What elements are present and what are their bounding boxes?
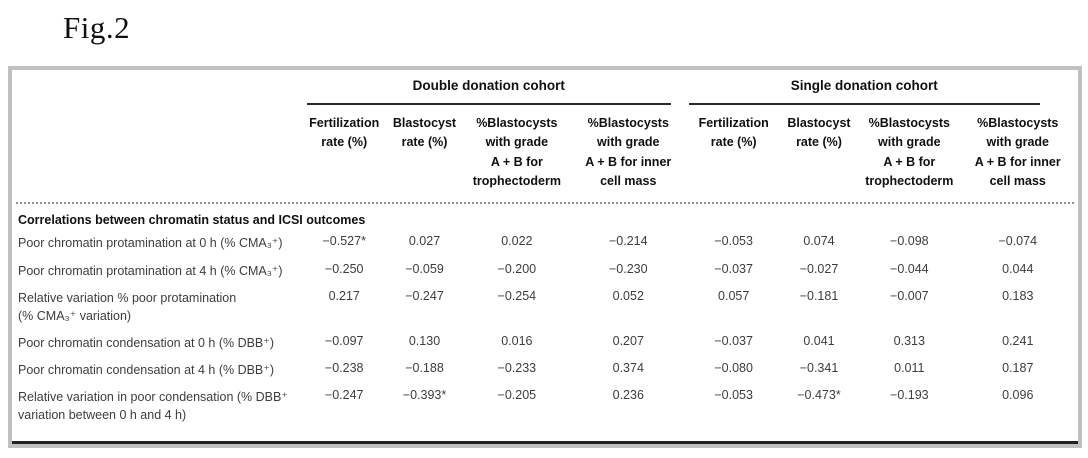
value-cell: −0.193 — [890, 388, 929, 403]
value-cell: 0.052 — [612, 288, 644, 303]
value-cell: −0.074 — [998, 234, 1038, 249]
column-header-single-blastocysts-trophectoderm: %Blastocysts with grade A + B for trophe… — [865, 115, 954, 188]
section-header: Correlations between chromatin status an… — [18, 213, 366, 228]
value-cell: 0.044 — [1002, 261, 1034, 276]
results-table: Double donation cohort Single donation c… — [12, 70, 1078, 428]
value-cell: −0.059 — [405, 261, 444, 276]
value-cell: 0.187 — [1002, 361, 1034, 375]
value-cell: 0.016 — [501, 333, 533, 348]
value-cell: 0.217 — [328, 288, 360, 303]
table-row: Relative variation % poor protamination … — [16, 284, 1074, 329]
column-header-double-fertilization-rate: Fertilization rate (%) — [309, 115, 380, 150]
value-cell: −0.181 — [799, 288, 839, 303]
figure-label: Fig.2 — [63, 10, 131, 45]
row-label: Poor chromatin protamination at 4 h (% C… — [18, 263, 283, 278]
value-cell: −0.214 — [608, 234, 648, 249]
column-header-double-blastocysts-trophectoderm: %Blastocysts with grade A + B for trophe… — [472, 115, 561, 188]
value-cell: −0.080 — [714, 361, 753, 375]
value-cell: −0.037 — [714, 261, 753, 276]
group-header-single-donation: Single donation cohort — [688, 78, 1040, 105]
label-column-spacer — [16, 105, 303, 192]
value-cell: −0.254 — [497, 288, 537, 303]
column-header-double-blastocysts-inner-cell-mass: %Blastocysts with grade A + B for inner … — [585, 115, 672, 188]
cohort-header-row: Double donation cohort Single donation c… — [16, 73, 1074, 105]
group-header-double-donation: Double donation cohort — [307, 78, 671, 105]
value-cell: −0.527* — [322, 234, 366, 249]
table-row: Poor chromatin protamination at 4 h (% C… — [16, 257, 1074, 284]
value-cell: 0.027 — [408, 234, 441, 249]
value-cell: −0.247 — [405, 288, 444, 303]
value-cell: 0.313 — [893, 333, 925, 348]
value-cell: 0.130 — [408, 333, 441, 348]
column-header-single-blastocyst-rate: Blastocyst rate (%) — [787, 115, 851, 150]
column-header-single-blastocysts-inner-cell-mass: %Blastocysts with grade A + B for inner … — [974, 115, 1061, 188]
label-column-spacer — [16, 73, 303, 105]
value-cell: −0.007 — [890, 288, 929, 303]
row-label: Relative variation % poor protamination … — [18, 290, 237, 323]
value-cell: −0.188 — [405, 361, 444, 375]
value-cell: −0.097 — [324, 333, 364, 348]
value-cell: −0.098 — [890, 234, 929, 249]
value-cell: −0.393* — [402, 388, 447, 403]
value-cell: −0.230 — [608, 261, 648, 276]
row-label: Relative variation in poor condensation … — [18, 390, 288, 423]
value-cell: 0.236 — [612, 388, 644, 403]
column-header-single-fertilization-rate: Fertilization rate (%) — [698, 115, 769, 150]
value-cell: 0.241 — [1002, 333, 1034, 348]
table-row: Poor chromatin condensation at 0 h (% DB… — [16, 329, 1074, 356]
table-row: Relative variation in poor condensation … — [16, 383, 1074, 428]
dotted-separator — [16, 202, 1074, 205]
table-bottom-rule — [12, 441, 1078, 444]
value-cell: −0.247 — [324, 388, 364, 403]
value-cell: −0.053 — [714, 234, 753, 249]
table-row: Poor chromatin protamination at 0 h (% C… — [16, 229, 1074, 256]
group-header-cell-single: Single donation cohort — [687, 73, 1075, 105]
value-cell: 0.022 — [501, 234, 533, 249]
column-header-row: Fertilization rate (%) Blastocyst rate (… — [16, 105, 1074, 192]
row-label: Poor chromatin condensation at 4 h (% DB… — [18, 363, 275, 377]
value-cell: −0.053 — [714, 388, 753, 403]
value-cell: −0.200 — [497, 261, 537, 276]
value-cell: 0.011 — [894, 361, 925, 375]
dotted-separator-row — [16, 191, 1074, 205]
section-header-row: Correlations between chromatin status an… — [16, 204, 1074, 229]
value-cell: −0.037 — [714, 333, 753, 348]
value-cell: 0.096 — [1002, 388, 1034, 403]
row-label: Poor chromatin protamination at 0 h (% C… — [18, 236, 283, 251]
row-label: Poor chromatin condensation at 0 h (% DB… — [18, 335, 275, 350]
correlation-table: Double donation cohort Single donation c… — [16, 73, 1074, 428]
value-cell: −0.027 — [799, 261, 839, 276]
value-cell: 0.207 — [612, 333, 644, 348]
value-cell: 0.074 — [803, 234, 835, 249]
value-cell: −0.238 — [324, 361, 364, 375]
value-cell: 0.041 — [803, 333, 835, 348]
group-header-cell-double: Double donation cohort — [303, 73, 686, 105]
value-cell: −0.341 — [799, 361, 839, 375]
value-cell: −0.473* — [797, 388, 841, 403]
value-cell: −0.205 — [497, 388, 537, 403]
column-header-double-blastocyst-rate: Blastocyst rate (%) — [392, 115, 457, 150]
value-cell: 0.374 — [612, 361, 644, 375]
table-row: Poor chromatin condensation at 4 h (% DB… — [16, 356, 1074, 383]
value-cell: −0.250 — [324, 261, 364, 276]
value-cell: 0.183 — [1002, 288, 1034, 303]
value-cell: −0.044 — [890, 261, 929, 276]
value-cell: −0.233 — [497, 361, 537, 375]
results-table-frame: Double donation cohort Single donation c… — [8, 66, 1082, 448]
value-cell: 0.057 — [718, 288, 750, 303]
